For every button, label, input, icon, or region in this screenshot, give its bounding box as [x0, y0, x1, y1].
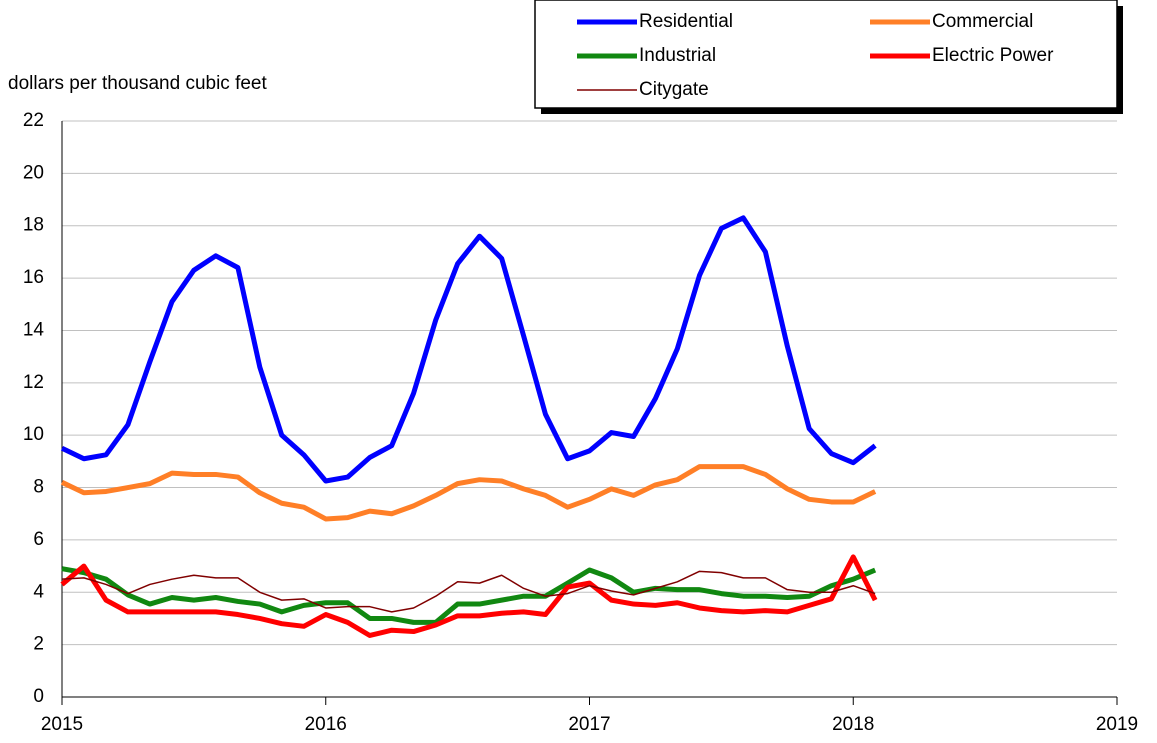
x-tick-label: 2015: [41, 714, 83, 735]
series-line: [61, 570, 876, 613]
legend-label: Commercial: [932, 11, 1033, 32]
y-tick-label: 20: [23, 162, 44, 183]
y-tick-label: 2: [33, 634, 44, 655]
series-line: [60, 464, 877, 522]
x-tick-label: 2018: [832, 714, 874, 735]
x-tick-label: 2016: [305, 714, 347, 735]
y-tick-label: 16: [23, 267, 44, 288]
y-tick-label: 0: [33, 686, 44, 707]
series-line: [60, 554, 878, 638]
y-tick-label: 12: [23, 372, 44, 393]
x-tick-label: 2019: [1096, 714, 1138, 735]
y-tick-label: 10: [23, 424, 44, 445]
series-line: [60, 215, 877, 484]
legend-label: Electric Power: [932, 45, 1054, 66]
y-tick-label: 18: [23, 215, 44, 236]
series-line: [61, 566, 877, 625]
y-tick-label: 14: [23, 319, 45, 340]
legend-label: Industrial: [639, 45, 716, 66]
y-tick-label: 6: [33, 529, 44, 550]
y-tick-label: 4: [33, 581, 44, 602]
x-tick-label: 2017: [568, 714, 610, 735]
y-tick-label: 8: [33, 477, 44, 498]
legend-label: Citygate: [639, 79, 709, 100]
legend-label: Residential: [639, 11, 733, 32]
y-tick-label: 22: [23, 110, 44, 131]
y-axis-label: dollars per thousand cubic feet: [8, 73, 267, 94]
